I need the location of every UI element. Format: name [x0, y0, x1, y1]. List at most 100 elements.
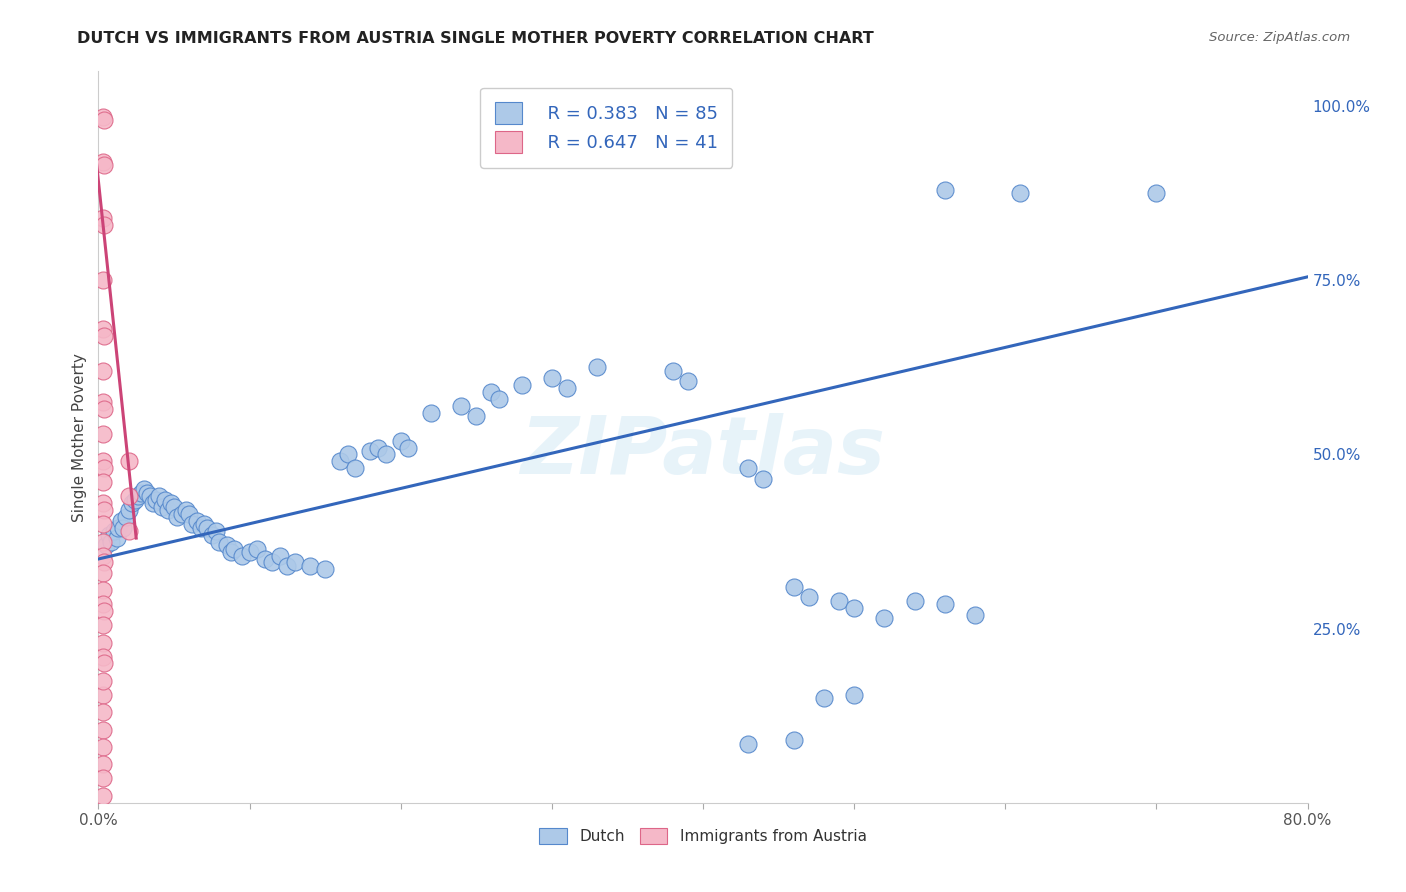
Point — [269, 549, 291, 563]
Point — [215, 538, 238, 552]
Point — [844, 600, 866, 615]
Point — [246, 541, 269, 556]
Point — [148, 489, 170, 503]
Point — [91, 566, 114, 580]
Point — [163, 500, 186, 514]
Point — [193, 517, 215, 532]
Point — [783, 733, 806, 747]
Point — [555, 381, 578, 395]
Point — [91, 322, 114, 336]
Point — [98, 527, 121, 541]
Point — [737, 737, 759, 751]
Point — [91, 723, 114, 737]
Point — [170, 507, 193, 521]
Point — [118, 503, 141, 517]
Point — [91, 705, 114, 719]
Point — [166, 510, 188, 524]
Point — [91, 475, 114, 490]
Point — [156, 503, 179, 517]
Point — [284, 556, 307, 570]
Point — [110, 514, 132, 528]
Point — [224, 541, 246, 556]
Point — [1144, 186, 1167, 201]
Point — [91, 673, 114, 688]
Point — [118, 454, 141, 468]
Text: DUTCH VS IMMIGRANTS FROM AUSTRIA SINGLE MOTHER POVERTY CORRELATION CHART: DUTCH VS IMMIGRANTS FROM AUSTRIA SINGLE … — [77, 31, 875, 46]
Point — [132, 483, 155, 497]
Point — [873, 611, 896, 625]
Point — [481, 384, 503, 399]
Point — [93, 461, 115, 475]
Point — [111, 521, 134, 535]
Point — [329, 454, 352, 468]
Point — [118, 489, 141, 503]
Text: ZIPatlas: ZIPatlas — [520, 413, 886, 491]
Point — [934, 597, 956, 611]
Point — [374, 448, 396, 462]
Point — [91, 740, 114, 755]
Point — [797, 591, 820, 605]
Point — [91, 757, 114, 772]
Point — [93, 402, 115, 417]
Point — [586, 360, 609, 375]
Point — [91, 273, 114, 287]
Point — [93, 113, 115, 128]
Point — [107, 521, 129, 535]
Point — [828, 594, 851, 608]
Point — [201, 527, 224, 541]
Point — [190, 521, 212, 535]
Point — [100, 534, 122, 549]
Point — [160, 496, 183, 510]
Point — [93, 556, 115, 570]
Point — [1010, 186, 1032, 201]
Point — [389, 434, 412, 448]
Point — [262, 556, 284, 570]
Point — [121, 496, 143, 510]
Point — [299, 558, 322, 573]
Point — [91, 688, 114, 702]
Point — [91, 649, 114, 664]
Point — [844, 688, 866, 702]
Point — [103, 524, 125, 538]
Point — [221, 545, 243, 559]
Text: Source: ZipAtlas.com: Source: ZipAtlas.com — [1209, 31, 1350, 45]
Point — [91, 395, 114, 409]
Point — [145, 492, 167, 507]
Point — [495, 141, 517, 155]
Point — [142, 496, 165, 510]
Point — [181, 517, 204, 532]
Point — [737, 461, 759, 475]
Point — [239, 545, 262, 559]
Point — [150, 500, 173, 514]
Point — [396, 441, 419, 455]
Point — [510, 377, 533, 392]
Point — [127, 489, 149, 503]
Point — [253, 552, 276, 566]
Point — [91, 110, 114, 124]
Point — [465, 409, 488, 424]
Point — [93, 218, 115, 232]
Point — [360, 444, 382, 458]
Point — [336, 448, 359, 462]
Point — [114, 510, 136, 524]
Point — [91, 155, 114, 169]
Point — [153, 492, 176, 507]
Point — [904, 594, 927, 608]
Point — [186, 514, 208, 528]
Point — [179, 507, 201, 521]
Y-axis label: Single Mother Poverty: Single Mother Poverty — [72, 352, 87, 522]
Legend: Dutch, Immigrants from Austria: Dutch, Immigrants from Austria — [533, 822, 873, 850]
Point — [91, 635, 114, 649]
Point — [93, 158, 115, 172]
Point — [139, 489, 162, 503]
Point — [91, 772, 114, 786]
Point — [93, 657, 115, 671]
Point — [105, 531, 128, 545]
Point — [91, 517, 114, 532]
Point — [661, 364, 683, 378]
Point — [813, 691, 835, 706]
Point — [93, 329, 115, 343]
Point — [174, 503, 197, 517]
Point — [118, 524, 141, 538]
Point — [367, 441, 389, 455]
